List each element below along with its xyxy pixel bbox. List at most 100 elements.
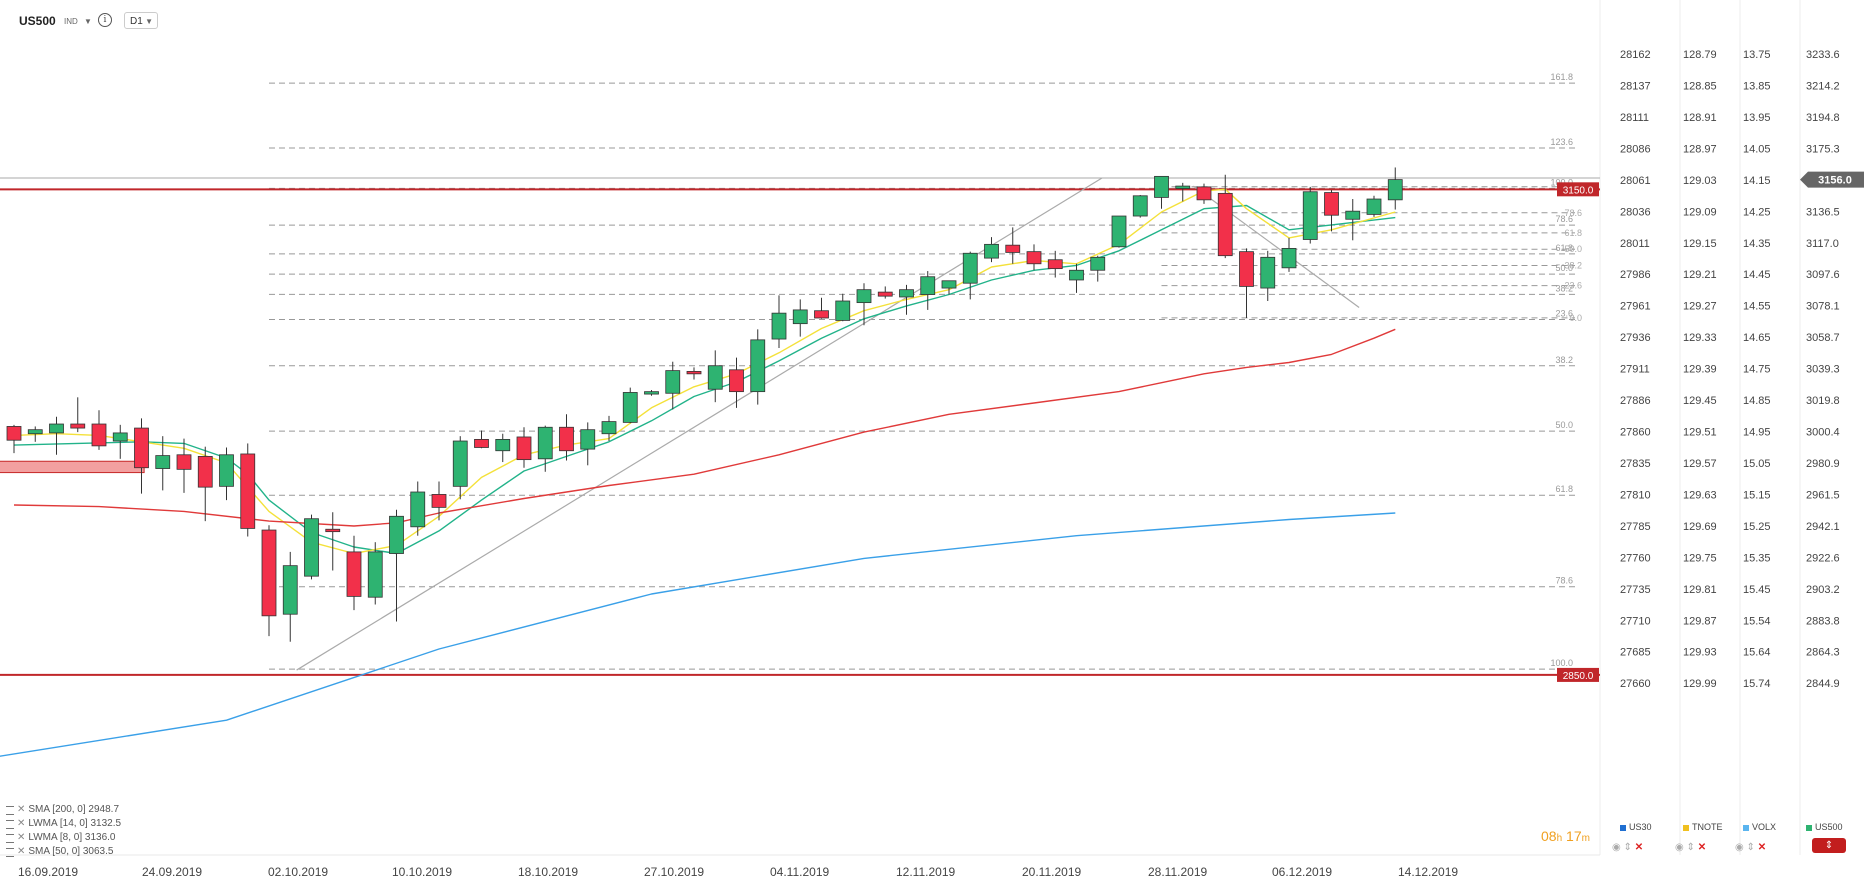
time-tick-label: 04.11.2019: [770, 865, 829, 879]
current-price-tag: [1800, 171, 1864, 188]
compare-instrument[interactable]: VOLX: [1743, 822, 1776, 832]
color-swatch: [1806, 824, 1812, 831]
chevron-down-icon[interactable]: ▼: [84, 17, 92, 26]
compare-instrument[interactable]: US500: [1806, 822, 1843, 832]
settings-icon[interactable]: [6, 833, 14, 843]
price-tick-label: 28036: [1620, 206, 1651, 218]
compare-label: VOLX: [1752, 822, 1777, 832]
legend-item[interactable]: ✕ LWMA [14, 0] 3132.5: [6, 817, 121, 831]
timeframe-select[interactable]: D1 ▼: [124, 12, 158, 29]
price-tick-label: 2942.1: [1806, 521, 1840, 533]
price-tick-label: 3000.4: [1806, 427, 1840, 439]
remove-icon[interactable]: ✕: [17, 818, 26, 829]
candle-body: [176, 454, 192, 470]
candle-body: [495, 438, 511, 452]
compare-controls[interactable]: ◉ ⇕ ✕: [1735, 842, 1766, 853]
compare-controls[interactable]: ◉ ⇕ ✕: [1675, 842, 1706, 853]
price-tick-label: 15.05: [1743, 458, 1771, 470]
candle-body: [1069, 269, 1084, 281]
time-tick-label: 20.11.2019: [1022, 865, 1081, 879]
eye-icon[interactable]: ◉: [1735, 842, 1744, 853]
price-tick-label: 3019.8: [1806, 395, 1840, 407]
price-level-tag-label: 3150.0: [1563, 185, 1594, 196]
candle-body: [1260, 256, 1276, 289]
candle-body: [112, 432, 128, 442]
candle-body: [1111, 215, 1127, 248]
candle-body: [580, 429, 596, 450]
price-tick-label: 28061: [1620, 175, 1651, 187]
remove-icon[interactable]: ✕: [17, 846, 26, 857]
candle-body: [219, 454, 234, 487]
legend-item[interactable]: ✕ SMA [200, 0] 2948.7: [6, 803, 121, 817]
compare-controls[interactable]: ◉ ⇕ ✕: [1612, 842, 1643, 853]
fib-level-label: 78.6: [1555, 214, 1573, 224]
price-level-tag[interactable]: [1557, 667, 1599, 682]
fib-level-label: 61.8: [1555, 484, 1573, 494]
price-tick-label: 129.21: [1683, 269, 1717, 281]
price-tick-label: 27660: [1620, 678, 1651, 690]
candle-body: [984, 243, 999, 259]
candle-body: [6, 426, 22, 441]
candle-body: [91, 423, 107, 447]
price-tick-label: 128.97: [1683, 143, 1717, 155]
price-tick-label: 129.09: [1683, 206, 1717, 218]
price-tick-label: 2864.3: [1806, 647, 1840, 659]
symbol-label[interactable]: US500: [19, 14, 56, 28]
close-icon[interactable]: ✕: [1757, 842, 1767, 853]
close-icon[interactable]: ✕: [1697, 842, 1707, 853]
candle-body: [197, 455, 213, 488]
candle-body: [282, 565, 298, 615]
price-tick-label: 28111: [1620, 112, 1649, 124]
remove-icon[interactable]: ✕: [17, 832, 26, 843]
indicator-legend: ✕ SMA [200, 0] 2948.7 ✕ LWMA [14, 0] 3132.5…: [6, 803, 121, 859]
fib-level-label: 23.6: [1564, 281, 1582, 291]
candle-body: [686, 371, 702, 375]
candle-body: [304, 518, 319, 577]
candle-body: [240, 453, 256, 529]
candle-body: [1090, 256, 1106, 271]
time-tick-label: 27.10.2019: [644, 865, 704, 879]
price-level-tag[interactable]: [1557, 182, 1599, 197]
candle-body: [601, 421, 617, 435]
price-tick-label: 15.15: [1743, 489, 1771, 501]
price-tick-label: 27710: [1620, 615, 1651, 627]
range-box[interactable]: [0, 460, 145, 474]
candle-body: [644, 391, 659, 395]
close-icon[interactable]: ✕: [1634, 842, 1644, 853]
candle-body: [1345, 210, 1361, 220]
chart-header: US500 IND ▼ i D1 ▼: [0, 0, 1600, 34]
remove-icon[interactable]: ✕: [17, 804, 26, 815]
candle-body: [665, 370, 681, 394]
sort-icon[interactable]: ⇕: [1746, 842, 1755, 853]
compare-label: US500: [1815, 822, 1843, 832]
time-tick-label: 12.11.2019: [896, 865, 955, 879]
settings-icon[interactable]: [6, 819, 14, 829]
candle-body: [70, 423, 86, 429]
candle-body: [537, 426, 553, 460]
settings-icon[interactable]: [6, 805, 14, 815]
active-instrument-button[interactable]: ⇕: [1812, 838, 1846, 853]
price-tick-label: 15.74: [1743, 678, 1771, 690]
fib-level-label: 50.0: [1564, 244, 1582, 254]
compare-instrument[interactable]: US30: [1620, 822, 1652, 832]
trend-line[interactable]: [296, 177, 1103, 671]
settings-icon[interactable]: [6, 847, 14, 857]
price-tick-label: 14.85: [1743, 395, 1771, 407]
price-tick-label: 15.35: [1743, 552, 1771, 564]
legend-label: LWMA [14, 0] 3132.5: [28, 818, 122, 829]
legend-item[interactable]: ✕ SMA [50, 0] 3063.5: [6, 845, 121, 859]
sort-icon[interactable]: ⇕: [1623, 842, 1632, 853]
eye-icon[interactable]: ◉: [1675, 842, 1684, 853]
legend-item[interactable]: ✕ LWMA [8, 0] 3136.0: [6, 831, 121, 845]
info-icon[interactable]: i: [98, 13, 112, 27]
eye-icon[interactable]: ◉: [1612, 842, 1621, 853]
sort-icon[interactable]: ⇕: [1686, 842, 1695, 853]
fib-level-label: 161.8: [1550, 72, 1573, 82]
compare-instrument[interactable]: TNOTE: [1683, 822, 1723, 832]
price-tick-label: 14.55: [1743, 301, 1771, 313]
indicator-line: [0, 512, 1396, 757]
fib-level-label: 50.0: [1555, 420, 1573, 430]
price-tick-label: 129.57: [1683, 458, 1717, 470]
time-tick-label: 10.10.2019: [392, 865, 452, 879]
